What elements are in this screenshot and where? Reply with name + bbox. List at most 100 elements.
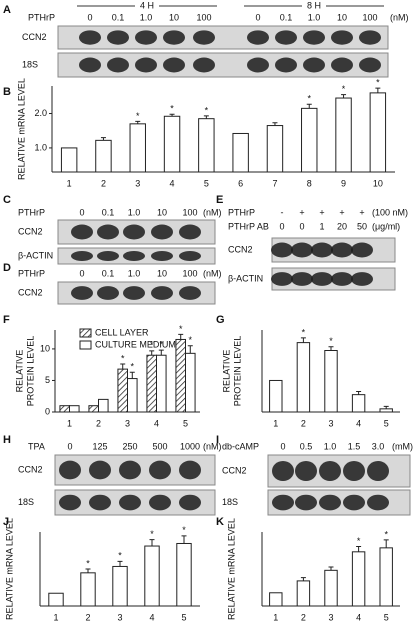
blot-band (367, 461, 389, 481)
bar (48, 592, 64, 607)
significance-marker: * (118, 551, 122, 561)
error-bar (135, 120, 141, 124)
lane-label: 0.5 (300, 441, 313, 451)
bar (269, 592, 283, 607)
band-name: 18S (222, 497, 238, 507)
blot-band (89, 460, 111, 480)
panel-label: K (216, 516, 224, 528)
x-tick-label: 7 (272, 178, 277, 188)
significance-marker: * (136, 111, 140, 121)
blot-band (79, 57, 101, 73)
blot-band (71, 251, 93, 261)
blot-band (151, 251, 173, 261)
lane-label: 0 (280, 441, 285, 451)
bar (379, 547, 393, 607)
blot-band (271, 242, 293, 258)
blot-band (359, 57, 381, 73)
lane-label: 100 (182, 207, 197, 217)
blot-band (149, 494, 171, 511)
blot-band (123, 251, 145, 261)
unit-label: (nM) (203, 268, 222, 278)
blot-band (303, 57, 325, 73)
blot-band (272, 461, 294, 481)
lane-label: 1.0 (324, 441, 337, 451)
y-tick-label: 10 (40, 343, 50, 353)
band-name: CCN2 (222, 465, 247, 475)
blot-band (179, 251, 201, 261)
row-name: PTHrP AB (228, 221, 269, 231)
x-tick-label: 6 (238, 178, 243, 188)
error-bar (272, 122, 278, 126)
blot-band (319, 461, 341, 481)
x-tick-label: 4 (356, 418, 361, 428)
blot-band (71, 286, 93, 300)
panel-label: A (3, 4, 11, 16)
blot-band (135, 30, 157, 45)
x-tick-label: 2 (301, 612, 306, 622)
blot-band (149, 460, 171, 480)
bar (369, 92, 387, 173)
row-name: PTHrP (18, 207, 45, 217)
panel-label: D (3, 262, 11, 274)
group-label: 4 H (140, 0, 154, 10)
unit-label: (nM) (203, 441, 222, 451)
y-axis-label: RELATIVE (221, 350, 231, 393)
unit-label: (nM) (203, 207, 222, 217)
blot-band (359, 30, 381, 45)
y-tick-label: 0 (45, 406, 50, 416)
x-tick-label: 3 (117, 612, 122, 622)
x-tick-label: 5 (204, 178, 209, 188)
x-tick-label: 5 (181, 612, 186, 622)
error-bar (120, 363, 126, 370)
bar (98, 398, 109, 413)
significance-marker: * (189, 335, 193, 345)
blot-band (367, 494, 389, 511)
blot-band (59, 460, 81, 480)
error-bar (383, 405, 389, 409)
error-bar (100, 137, 106, 141)
band-name: CCN2 (18, 287, 43, 297)
significance-marker: * (150, 340, 154, 350)
error-bar (306, 103, 312, 109)
x-tick-label: 2 (101, 178, 106, 188)
panel-label: J (3, 516, 9, 528)
x-tick-label: 3 (135, 178, 140, 188)
bar (156, 354, 167, 413)
lane-label: 0 (255, 12, 260, 22)
blot-band (303, 30, 325, 45)
blot-band (59, 494, 81, 511)
lane-label: 1000 (180, 441, 200, 451)
row-name: PTHrP (18, 268, 45, 278)
blot-band (123, 286, 145, 300)
bar (351, 551, 366, 607)
blot-band (351, 272, 373, 286)
legend-label: CELL LAYER (95, 327, 149, 337)
lane-label: 1.0 (308, 12, 321, 22)
unit-label: (100 nM) (372, 207, 408, 217)
lane-label: 10 (337, 12, 347, 22)
lane-label: 1.0 (128, 207, 141, 217)
significance-marker: * (121, 353, 125, 363)
unit-label: (μg/ml) (372, 221, 400, 231)
lane-label: 1.0 (128, 268, 141, 278)
lane-label: + (339, 207, 344, 217)
blot-band (331, 272, 353, 286)
significance-marker: * (307, 94, 311, 104)
lane-label: 0.1 (102, 268, 115, 278)
x-tick-label: 3 (328, 418, 333, 428)
unit-label: (nM) (390, 12, 409, 22)
lane-label: 1.0 (140, 12, 153, 22)
blot-band (291, 242, 313, 258)
blot-band (151, 286, 173, 300)
x-tick-label: 1 (67, 418, 72, 428)
y-tick-label: 5 (45, 375, 50, 385)
blot-band (247, 30, 269, 45)
significance-marker: * (182, 525, 186, 535)
band-name: β-ACTIN (228, 273, 263, 283)
blot-band (71, 224, 93, 240)
blot-band (107, 57, 129, 73)
error-bar (300, 577, 306, 581)
bar (117, 368, 128, 413)
bar (176, 542, 192, 607)
row-name: TPA (28, 441, 45, 451)
